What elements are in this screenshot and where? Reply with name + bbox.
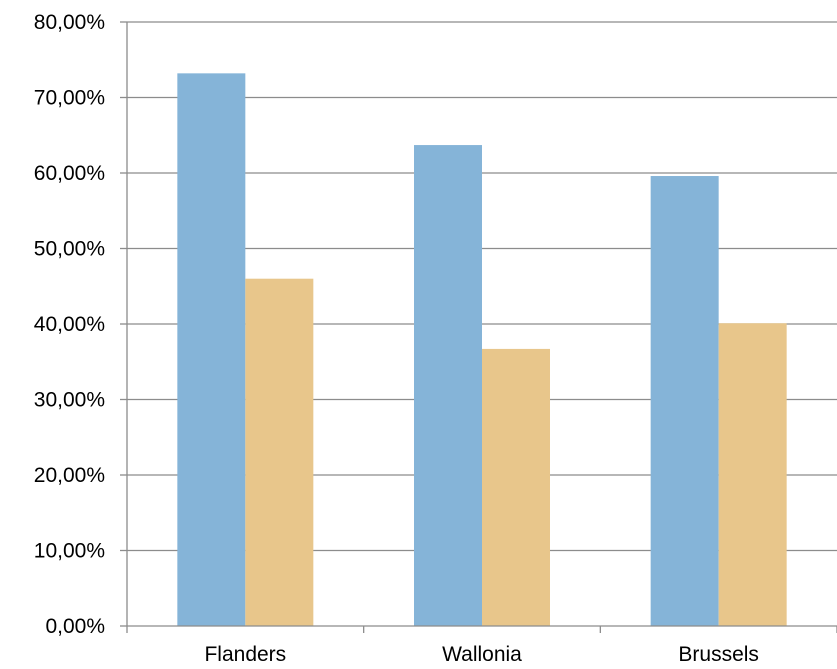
y-tick-label: 0,00% xyxy=(45,615,105,638)
axis-labels: 0,00% 10,00% 20,00% 30,00% 40,00% 50,00% 60,00… xyxy=(34,11,759,666)
y-tick-label: 60,00% xyxy=(34,162,105,185)
y-tick-label: 50,00% xyxy=(34,238,105,261)
bar xyxy=(718,323,787,626)
x-category-label: Wallonia xyxy=(442,643,522,666)
bar xyxy=(414,145,482,626)
y-tick-label: 10,00% xyxy=(34,540,105,563)
bar xyxy=(482,348,550,626)
y-tick-label: 40,00% xyxy=(34,313,105,336)
x-category-label: Flanders xyxy=(204,643,286,666)
y-tick-label: 20,00% xyxy=(34,464,105,487)
y-tick-label: 30,00% xyxy=(34,389,105,412)
bar xyxy=(245,278,314,626)
y-tick-label: 80,00% xyxy=(34,11,105,34)
axes xyxy=(120,21,837,633)
y-tick-label: 70,00% xyxy=(34,87,105,110)
bar xyxy=(177,73,246,627)
bars xyxy=(177,73,787,627)
x-category-label: Brussels xyxy=(678,643,759,666)
bar xyxy=(650,176,719,626)
